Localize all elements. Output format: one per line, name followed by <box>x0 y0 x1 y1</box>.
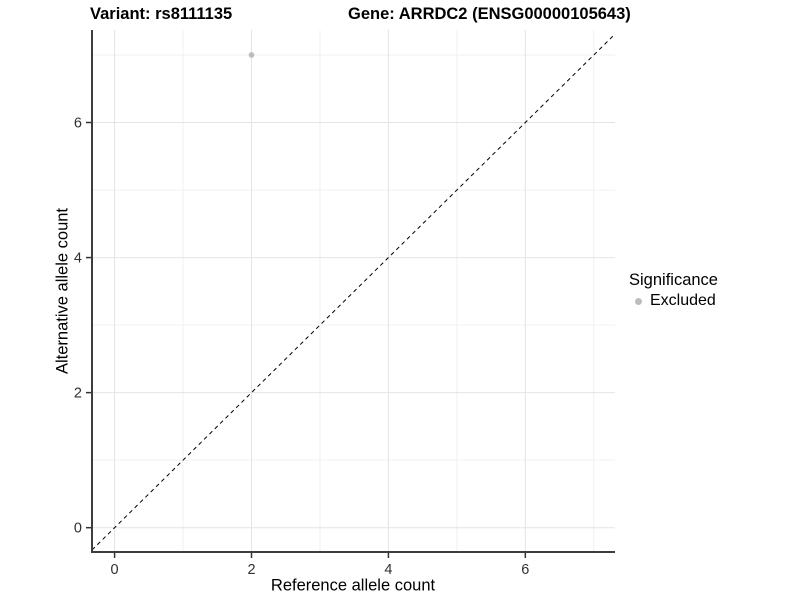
x-axis-title: Reference allele count <box>270 576 436 595</box>
excluded-point-icon <box>635 297 642 305</box>
legend-item-excluded: Excluded <box>629 292 718 310</box>
data-point <box>248 52 255 58</box>
y-axis-title: Alternative allele count <box>53 207 72 375</box>
x-tick-label: 0 <box>111 562 119 578</box>
identity-reference-line <box>91 33 616 551</box>
y-tick-label: 6 <box>74 116 82 132</box>
x-tick-label: 4 <box>384 562 392 578</box>
y-tick-label: 4 <box>74 251 82 267</box>
legend-title: Significance <box>629 271 718 289</box>
y-tick-label: 0 <box>74 521 82 537</box>
x-tick-label: 2 <box>247 562 255 578</box>
x-tick-label: 6 <box>521 562 529 578</box>
gene-title: Gene: ARRDC2 (ENSG00000105643) <box>348 5 631 23</box>
variant-title: Variant: rs8111135 <box>90 5 233 23</box>
legend-item-label: Excluded <box>650 292 716 309</box>
legend: Significance Excluded <box>629 271 718 310</box>
y-tick-label: 2 <box>74 386 82 402</box>
